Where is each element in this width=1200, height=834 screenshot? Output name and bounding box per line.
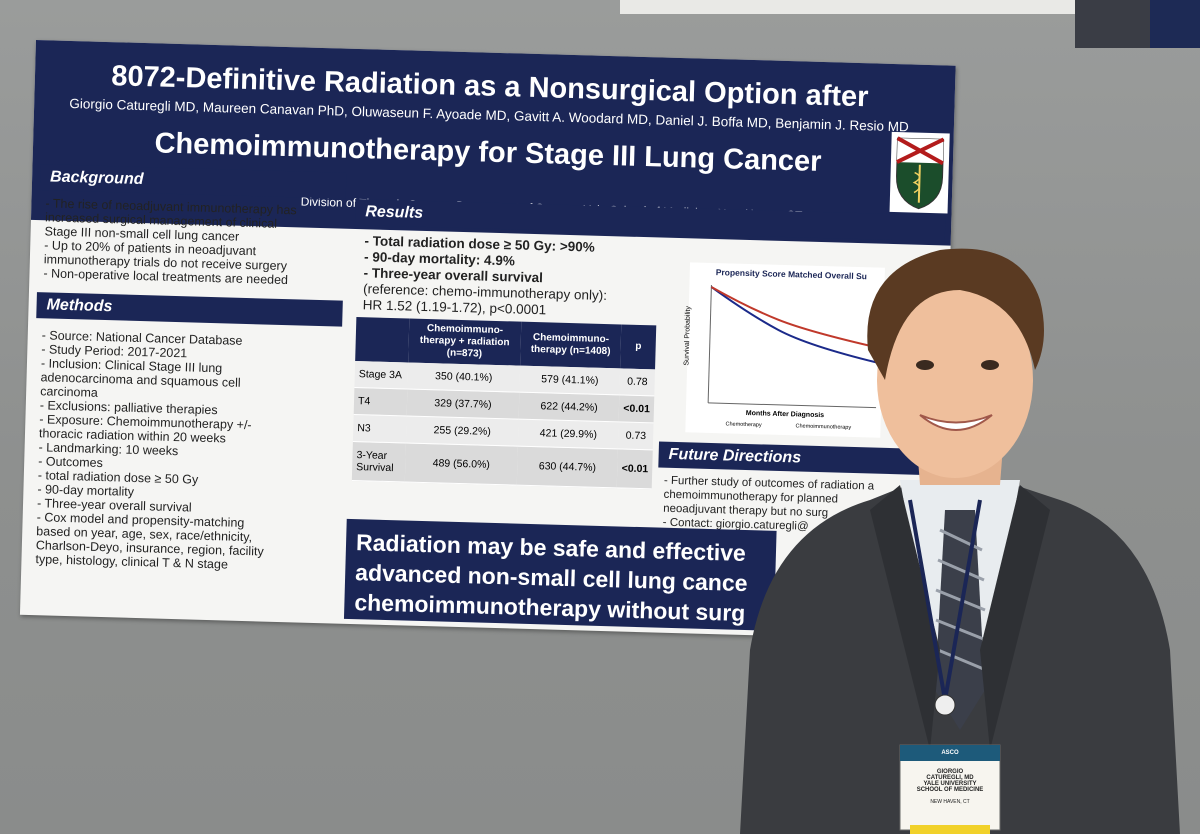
badge-brand: ASCO <box>941 750 959 756</box>
presenter-person <box>740 248 1180 834</box>
neighbor-poster-edge <box>620 0 1080 14</box>
badge-org-2: SCHOOL OF MEDICINE <box>916 787 984 793</box>
section-heading-methods: Methods <box>36 292 343 327</box>
methods-text: - Source: National Cancer Database - Stu… <box>35 328 264 572</box>
series-chemotherapy <box>710 286 878 364</box>
series-chemoimmunotherapy <box>710 286 878 349</box>
results-table: Chemoimmuno-therapy + radiation (n=873) … <box>351 317 657 489</box>
yale-medicine-shield-logo <box>889 131 950 214</box>
name-badge: ASCO GIORGIO CATUREGLI, MD YALE UNIVERSI… <box>900 745 1000 830</box>
badge-first-name: GIORGIO <box>936 769 964 775</box>
badge-org-1: YALE UNIVERSITY <box>923 781 977 787</box>
badge-last-name: CATUREGLI, MD <box>926 775 974 781</box>
survival-chart: Propensity Score Matched Overall Su Surv… <box>683 262 885 438</box>
neighbor-board-blue <box>1150 0 1200 48</box>
table-row: 3-Year Survival 489 (56.0%) 630 (44.7%) … <box>351 441 653 489</box>
background-text: - The rise of neoadjuvant immunotherapy … <box>43 196 297 288</box>
badge-city: NEW HAVEN, CT <box>930 799 970 805</box>
results-text: - Total radiation dose ≥ 50 Gy: >90% - 9… <box>362 233 608 318</box>
research-poster: 8072-Definitive Radiation as a Nonsurgic… <box>19 40 956 641</box>
poster-header: 8072-Definitive Radiation as a Nonsurgic… <box>30 40 956 246</box>
